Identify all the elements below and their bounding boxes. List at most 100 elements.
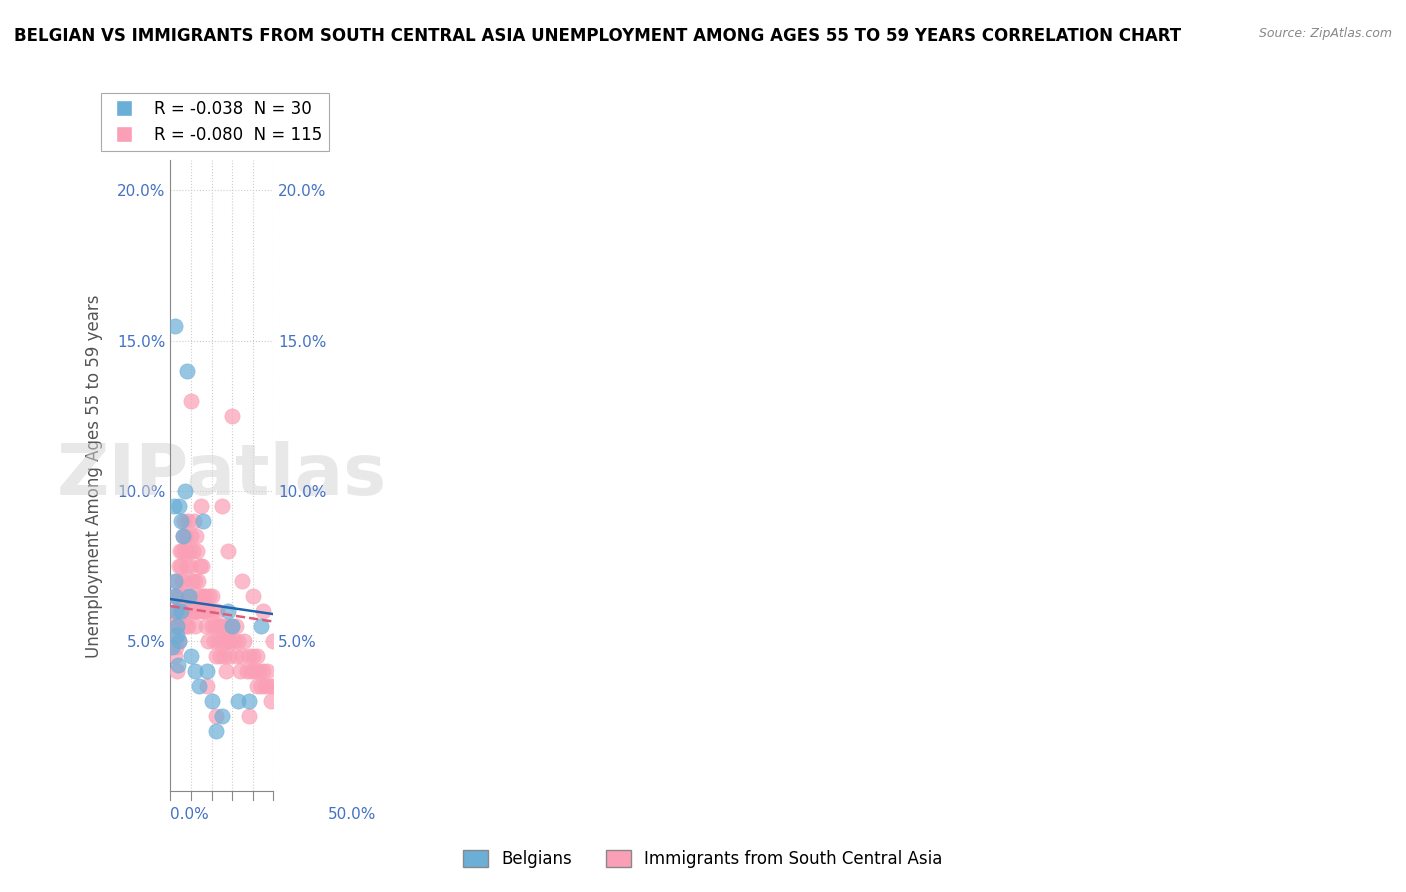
Point xyxy=(180,393,202,408)
Point xyxy=(221,619,243,633)
Legend: R = -0.038  N = 30, R = -0.080  N = 115: R = -0.038 N = 30, R = -0.080 N = 115 xyxy=(100,93,329,151)
Point xyxy=(179,559,201,574)
Point xyxy=(166,574,188,588)
Point xyxy=(162,634,184,648)
Point xyxy=(177,619,200,633)
Text: Source: ZipAtlas.com: Source: ZipAtlas.com xyxy=(1258,27,1392,40)
Point xyxy=(215,664,238,678)
Point xyxy=(231,574,253,588)
Point xyxy=(169,589,191,603)
Point xyxy=(172,529,194,543)
Point xyxy=(262,634,284,648)
Point xyxy=(191,559,214,574)
Point xyxy=(211,499,233,513)
Point xyxy=(173,483,195,498)
Point xyxy=(250,679,273,693)
Point xyxy=(205,604,228,618)
Point xyxy=(256,664,278,678)
Point xyxy=(250,619,273,633)
Point xyxy=(166,619,188,633)
Point xyxy=(198,589,221,603)
Point xyxy=(197,634,219,648)
Point xyxy=(226,634,249,648)
Point xyxy=(207,634,229,648)
Point xyxy=(262,679,284,693)
Point xyxy=(165,604,187,618)
Point xyxy=(162,619,184,633)
Point xyxy=(217,544,239,558)
Point xyxy=(173,514,195,528)
Point xyxy=(170,604,193,618)
Point xyxy=(252,604,274,618)
Point xyxy=(181,604,204,618)
Point xyxy=(170,574,193,588)
Point xyxy=(193,589,215,603)
Point xyxy=(163,318,186,333)
Point xyxy=(180,589,202,603)
Point xyxy=(221,619,243,633)
Point xyxy=(200,694,222,708)
Point xyxy=(238,709,260,723)
Point xyxy=(239,664,262,678)
Point xyxy=(197,664,219,678)
Point xyxy=(174,529,197,543)
Point xyxy=(162,640,184,654)
Point xyxy=(166,658,188,673)
Point xyxy=(200,589,222,603)
Point xyxy=(173,574,195,588)
Point xyxy=(186,544,208,558)
Point xyxy=(170,604,193,618)
Point xyxy=(184,604,207,618)
Point xyxy=(242,649,264,664)
Point xyxy=(215,619,238,633)
Point xyxy=(204,649,226,664)
Point xyxy=(188,679,211,693)
Point xyxy=(194,589,217,603)
Point xyxy=(257,679,280,693)
Point xyxy=(181,544,204,558)
Point xyxy=(166,619,188,633)
Point xyxy=(208,619,231,633)
Point xyxy=(260,694,283,708)
Point xyxy=(184,574,207,588)
Point xyxy=(177,544,200,558)
Point xyxy=(184,664,207,678)
Point xyxy=(204,724,226,739)
Point xyxy=(176,559,198,574)
Point xyxy=(212,619,235,633)
Point xyxy=(177,589,200,603)
Point xyxy=(221,409,243,423)
Text: BELGIAN VS IMMIGRANTS FROM SOUTH CENTRAL ASIA UNEMPLOYMENT AMONG AGES 55 TO 59 Y: BELGIAN VS IMMIGRANTS FROM SOUTH CENTRAL… xyxy=(14,27,1181,45)
Point xyxy=(172,589,194,603)
Point xyxy=(181,574,204,588)
Point xyxy=(166,589,188,603)
Point xyxy=(166,610,188,624)
Point xyxy=(188,589,211,603)
Point xyxy=(170,619,193,633)
Point xyxy=(165,604,187,618)
Point xyxy=(238,649,260,664)
Point xyxy=(165,640,187,654)
Point xyxy=(197,604,219,618)
Point xyxy=(209,619,232,633)
Point xyxy=(193,514,215,528)
Point xyxy=(172,529,194,543)
Point xyxy=(242,589,264,603)
Point xyxy=(243,664,266,678)
Point xyxy=(167,499,190,513)
Point xyxy=(190,604,212,618)
Point xyxy=(211,634,233,648)
Point xyxy=(225,619,247,633)
Point xyxy=(184,529,207,543)
Point xyxy=(190,499,212,513)
Point xyxy=(188,559,211,574)
Point xyxy=(180,529,202,543)
Point xyxy=(166,628,188,642)
Point xyxy=(187,574,209,588)
Text: 0.0%: 0.0% xyxy=(170,807,209,822)
Point xyxy=(219,634,242,648)
Point xyxy=(214,634,236,648)
Point xyxy=(174,619,197,633)
Point xyxy=(208,649,231,664)
Point xyxy=(218,649,240,664)
